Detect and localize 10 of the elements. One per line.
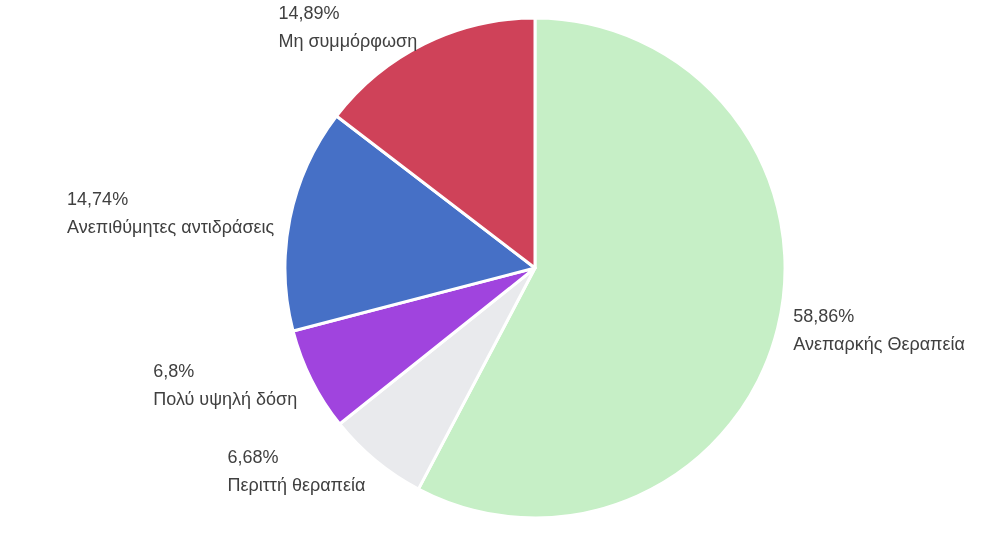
slice-label: Περιττή θεραπεία xyxy=(227,474,366,495)
slice-label: Πολύ υψηλή δόση xyxy=(153,388,298,409)
slice-label: Ανεπιθύμητες αντιδράσεις xyxy=(67,217,275,238)
data-label: 6,68% xyxy=(227,446,279,467)
slice-label: Μη συμμόρφωση xyxy=(278,31,418,52)
data-label: 58,86% xyxy=(793,305,855,326)
slice-label: Ανεπαρκής Θεραπεία xyxy=(793,333,965,354)
data-label: 6,8% xyxy=(153,360,195,381)
data-label: 14,74% xyxy=(67,189,129,210)
data-label: 14,89% xyxy=(278,3,340,24)
